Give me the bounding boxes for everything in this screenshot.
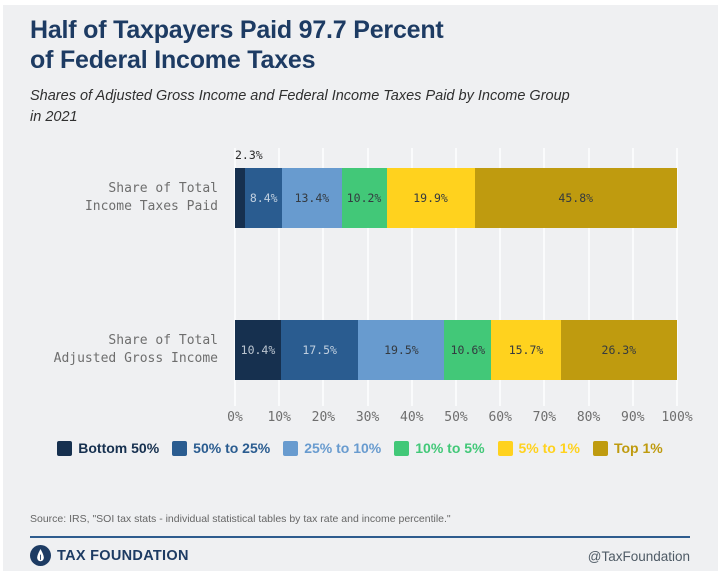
chart-title-line1: Half of Taxpayers Paid 97.7 Percent	[30, 16, 444, 44]
tax-foundation-logo-icon	[30, 545, 51, 566]
x-axis-tick-label: 70%	[532, 410, 557, 425]
legend-swatch	[592, 440, 608, 456]
plot-area: 8.4% 13.4% 10.2% 19.9% 45.8% 10.4% 17.5% 19.5%…	[227, 148, 693, 425]
brand-name: TAX FOUNDATION	[57, 547, 189, 564]
legend-item: 50% to 25%	[172, 440, 270, 456]
bar-segment: 10.2%	[341, 168, 387, 228]
bar-segment-label: 10.6%	[450, 343, 486, 357]
chart-title-line2: of Federal Income Taxes	[30, 46, 316, 74]
legend-label: Top 1%	[613, 440, 663, 456]
gridline	[499, 148, 502, 406]
bar-segment-label: 13.4%	[294, 191, 330, 205]
legend-label: 10% to 5%	[415, 440, 485, 456]
category-label-line: Adjusted Gross Income	[53, 351, 218, 366]
x-axis-tick-label: 0%	[227, 410, 243, 425]
gridline	[234, 148, 236, 406]
legend-item: 25% to 10%	[283, 440, 381, 456]
gridline	[322, 148, 325, 406]
category-label-adjusted-gross-income: Share of Total Adjusted Gross Income	[0, 332, 218, 368]
legend-label: 5% to 1%	[518, 440, 580, 456]
x-axis-tick-label: 80%	[576, 410, 601, 425]
bar-segment-label: 19.5%	[384, 343, 419, 357]
footer-divider	[30, 536, 690, 538]
page-border-left	[0, 0, 3, 576]
bar-row-1: 10.4% 17.5% 19.5% 10.6% 15.7% 26.3%	[235, 320, 677, 380]
bar-segment: 19.9%	[386, 168, 475, 228]
brand-lockup: TAX FOUNDATION	[30, 545, 189, 566]
category-label-line: Income Taxes Paid	[84, 199, 218, 214]
chart-subtitle-line2: in 2021	[30, 109, 78, 125]
gridline	[410, 148, 413, 406]
legend-swatch	[394, 440, 410, 456]
chart-subtitle-line1: Shares of Adjusted Gross Income and Fede…	[30, 88, 570, 104]
legend-label: Bottom 50%	[78, 440, 160, 456]
legend-item: Top 1%	[592, 440, 663, 456]
bar-segment-label: 45.8%	[558, 191, 594, 205]
x-axis-tick-label: 30%	[355, 410, 380, 425]
source-note: Source: IRS, "SOI tax stats - individual…	[30, 513, 451, 525]
page-border-bottom	[0, 571, 720, 576]
bar-segment: 19.5%	[358, 320, 445, 380]
bar-segment-label: 26.3%	[601, 343, 637, 357]
legend-item: 5% to 1%	[497, 440, 580, 456]
bar-segment: 45.8%	[474, 168, 677, 228]
gridline	[587, 148, 590, 406]
gridline	[366, 148, 369, 406]
bar-segment-label: 10.4%	[240, 343, 276, 357]
chart-subtitle: Shares of Adjusted Gross Income and Fede…	[30, 86, 570, 128]
legend-swatch	[497, 440, 513, 456]
bar-segment: 17.5%	[280, 320, 359, 380]
category-label-line: Share of Total	[108, 333, 218, 348]
bar-segment-label: 10.2%	[346, 191, 382, 205]
bar-segment-label: 8.4%	[249, 191, 278, 205]
legend-item: 10% to 5%	[394, 440, 485, 456]
x-axis-tick-label: 90%	[621, 410, 645, 425]
legend-label: 25% to 10%	[304, 440, 382, 456]
bar-segment: 10.6%	[444, 320, 492, 380]
page-border-right	[718, 0, 720, 576]
category-label-line: Share of Total	[108, 181, 218, 196]
gridline	[543, 148, 546, 406]
bar-segment: 10.4%	[235, 320, 281, 380]
legend-item: Bottom 50%	[57, 440, 159, 456]
bar-segment: 8.4%	[245, 168, 283, 228]
gridline	[278, 148, 281, 406]
x-axis-tick-label: 10%	[267, 410, 291, 425]
bar-row-0: 8.4% 13.4% 10.2% 19.9% 45.8%	[235, 168, 677, 228]
chart-title: Half of Taxpayers Paid 97.7 Percent of F…	[30, 15, 444, 75]
legend-label: 50% to 25%	[193, 440, 271, 456]
legend-swatch	[57, 440, 73, 456]
bar-segment-label: 15.7%	[508, 343, 544, 357]
x-axis-tick-label: 60%	[488, 410, 512, 425]
x-axis-tick-label: 20%	[311, 410, 336, 425]
twitter-handle: @TaxFoundation	[587, 549, 690, 564]
bar-segment: 15.7%	[491, 320, 561, 380]
outside-segment-label: 2.3%	[235, 148, 263, 162]
bar-segment: 13.4%	[282, 168, 342, 228]
bar-segment	[235, 168, 246, 228]
gridline	[631, 148, 634, 406]
gridline	[455, 148, 457, 406]
page-border-top	[0, 0, 720, 5]
x-axis-tick-label: 50%	[444, 410, 468, 425]
gridline	[676, 148, 678, 406]
bar-segment: 26.3%	[560, 320, 677, 380]
x-axis-tick-label: 100%	[661, 410, 693, 425]
x-axis-tick-label: 40%	[400, 410, 424, 425]
bar-segment-label: 17.5%	[302, 343, 337, 357]
legend-swatch	[172, 440, 188, 456]
legend-swatch	[283, 440, 299, 456]
category-label-income-taxes-paid: Share of Total Income Taxes Paid	[0, 180, 218, 216]
bar-segment-label: 19.9%	[413, 191, 448, 205]
legend: Bottom 50% 50% to 25% 25% to 10% 10% to 5% 5…	[0, 440, 720, 456]
